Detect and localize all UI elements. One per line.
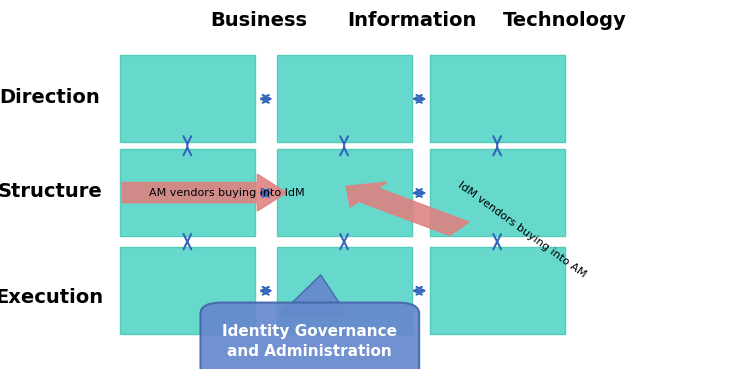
Text: AM vendors buying into IdM: AM vendors buying into IdM — [149, 188, 305, 199]
Text: IdM vendors buying into AM: IdM vendors buying into AM — [456, 180, 588, 279]
Text: Execution: Execution — [0, 287, 104, 307]
FancyBboxPatch shape — [430, 247, 565, 334]
Text: Business: Business — [210, 11, 308, 30]
Text: Direction: Direction — [0, 88, 100, 107]
FancyBboxPatch shape — [200, 303, 419, 369]
FancyBboxPatch shape — [430, 55, 565, 142]
FancyBboxPatch shape — [277, 247, 412, 334]
FancyArrow shape — [346, 182, 469, 235]
Text: Structure: Structure — [0, 182, 102, 201]
FancyArrow shape — [122, 174, 286, 211]
Polygon shape — [281, 275, 346, 314]
FancyBboxPatch shape — [277, 55, 412, 142]
Text: Information: Information — [347, 11, 477, 30]
FancyBboxPatch shape — [430, 149, 565, 236]
Text: Identity Governance
and Administration: Identity Governance and Administration — [222, 324, 397, 359]
FancyBboxPatch shape — [120, 247, 255, 334]
FancyBboxPatch shape — [277, 149, 412, 236]
FancyBboxPatch shape — [120, 149, 255, 236]
Text: Technology: Technology — [503, 11, 627, 30]
FancyBboxPatch shape — [120, 55, 255, 142]
